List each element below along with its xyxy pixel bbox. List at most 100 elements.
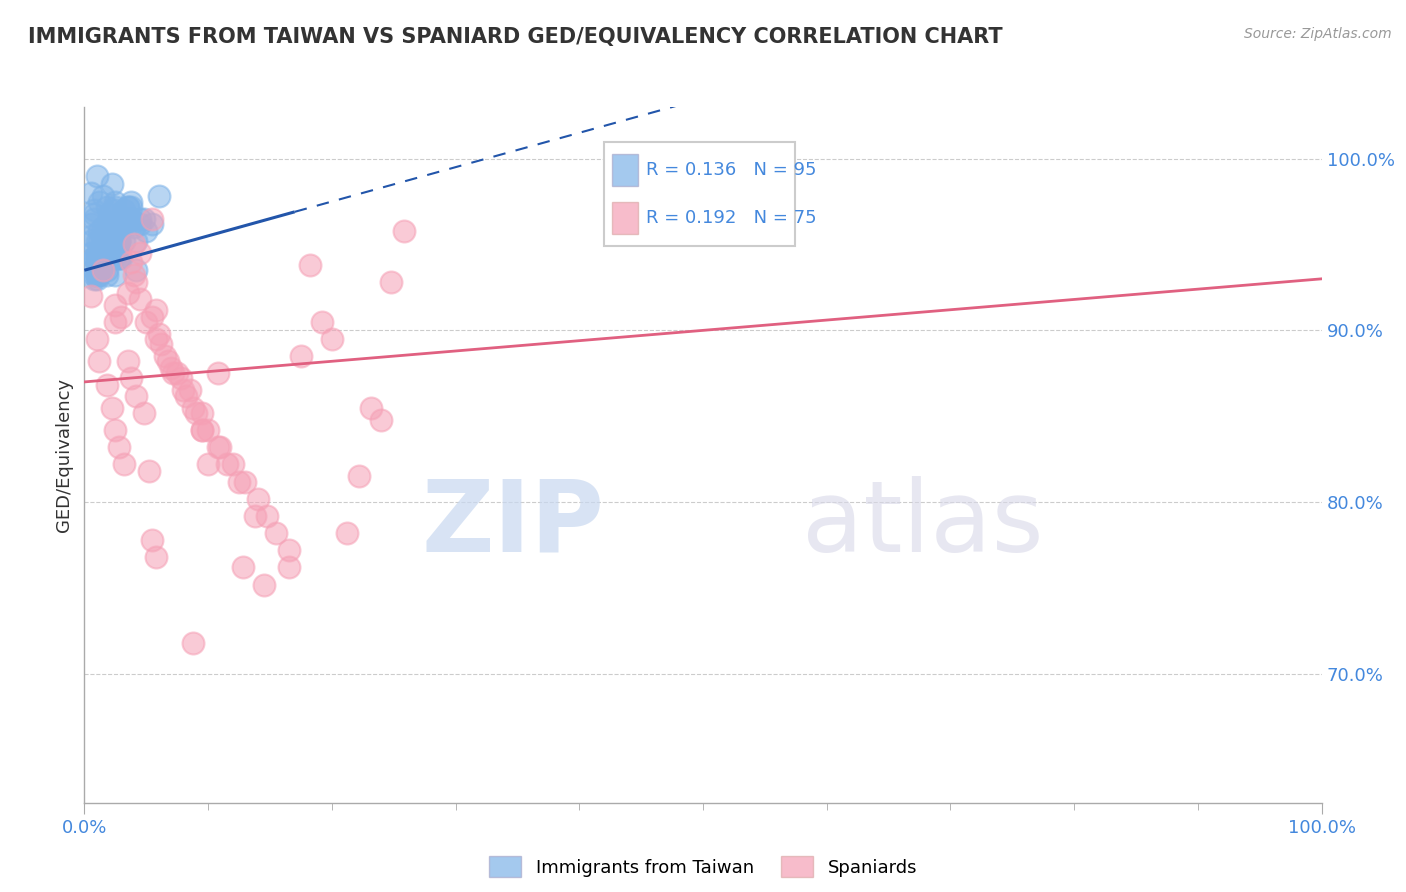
Point (96, 263, 118, 277)
Point (104, 268, 127, 283)
Point (98, 217, 121, 231)
Point (91, 228, 114, 243)
Point (100, 228, 122, 243)
Text: ZIP: ZIP (422, 476, 605, 573)
Point (100, 228, 122, 243)
Point (181, 401, 204, 415)
Point (145, 332, 167, 346)
Point (98, 228, 121, 243)
Point (336, 526, 359, 541)
Point (162, 367, 184, 381)
Point (89, 268, 111, 283)
Point (98, 217, 121, 231)
Point (79, 289, 101, 303)
Point (83, 251, 105, 265)
Point (104, 234, 127, 248)
Point (311, 315, 333, 329)
Point (83, 206, 105, 220)
Point (125, 275, 148, 289)
Point (145, 302, 167, 317)
Point (256, 508, 278, 523)
Point (215, 458, 238, 472)
Point (392, 224, 415, 238)
Point (174, 389, 197, 403)
Y-axis label: GED/Equivalency: GED/Equivalency (55, 378, 73, 532)
Point (104, 315, 127, 329)
Point (117, 285, 139, 300)
Point (191, 423, 214, 437)
Point (108, 217, 131, 231)
Point (83, 251, 105, 265)
Bar (612, 202, 638, 234)
Point (148, 189, 170, 203)
Point (86, 251, 108, 265)
Point (135, 224, 157, 238)
Point (117, 200, 139, 214)
Point (112, 234, 135, 248)
Point (98, 241, 121, 255)
Point (120, 200, 142, 214)
Point (89, 354, 111, 368)
Point (160, 361, 183, 376)
Point (91, 263, 114, 277)
Point (98, 215, 121, 229)
FancyBboxPatch shape (605, 142, 794, 246)
Point (125, 234, 148, 248)
Point (141, 217, 163, 231)
Point (166, 367, 188, 381)
Point (228, 475, 250, 489)
Point (100, 217, 122, 231)
Point (191, 423, 214, 437)
Point (98, 217, 121, 231)
Point (153, 349, 176, 363)
Point (233, 475, 256, 489)
Text: R = 0.136   N = 95: R = 0.136 N = 95 (645, 161, 817, 179)
Point (83, 268, 105, 283)
Point (100, 178, 122, 192)
Point (157, 354, 180, 368)
Point (91, 234, 114, 248)
Point (86, 246, 108, 260)
Point (207, 367, 229, 381)
Point (125, 263, 148, 277)
Point (108, 234, 131, 248)
Point (129, 217, 152, 231)
Text: Source: ZipAtlas.com: Source: ZipAtlas.com (1244, 27, 1392, 41)
Point (112, 458, 135, 472)
Point (96, 200, 118, 214)
Point (129, 211, 152, 226)
Point (141, 211, 163, 226)
Point (86, 251, 108, 265)
Point (96, 378, 118, 392)
Point (89, 194, 111, 209)
Point (91, 251, 114, 265)
Point (170, 371, 193, 385)
Point (129, 293, 152, 307)
Point (122, 220, 145, 235)
Point (83, 272, 105, 286)
Point (207, 440, 229, 454)
Point (148, 326, 170, 341)
Point (104, 194, 127, 209)
Point (179, 384, 201, 398)
Point (191, 406, 214, 420)
Point (108, 440, 131, 454)
Point (150, 337, 173, 351)
Point (83, 203, 105, 218)
Point (347, 469, 370, 483)
Point (380, 275, 402, 289)
Point (96, 246, 118, 260)
Point (89, 246, 111, 260)
Point (86, 268, 108, 283)
Point (141, 533, 163, 547)
Point (117, 354, 139, 368)
Point (277, 560, 299, 574)
Point (98, 206, 121, 220)
Point (129, 246, 152, 260)
Point (96, 237, 118, 252)
Point (122, 237, 145, 252)
Point (125, 389, 148, 403)
Point (98, 234, 121, 248)
Point (79, 228, 101, 243)
Point (91, 220, 114, 235)
